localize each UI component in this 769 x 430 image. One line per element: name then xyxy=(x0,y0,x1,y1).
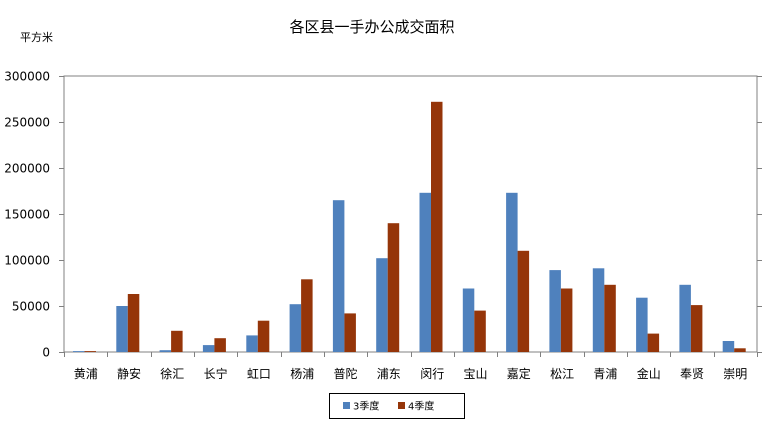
bar-series-2 xyxy=(647,333,660,352)
bar-series-2 xyxy=(517,250,530,352)
bar-series-2 xyxy=(257,320,270,352)
chart-title: 各区县一手办公成交面积 xyxy=(289,18,454,36)
bar-series-1 xyxy=(592,268,605,352)
bar-series-1 xyxy=(419,192,431,352)
y-tick-label: 150000 xyxy=(4,208,50,222)
bar-series-2 xyxy=(474,310,486,352)
bar-series-1 xyxy=(636,297,648,352)
bar-series-1 xyxy=(332,200,345,352)
y-tick-label: 250000 xyxy=(4,116,50,130)
x-tick-label: 静安 xyxy=(117,366,141,381)
y-tick-label: 200000 xyxy=(4,162,50,176)
legend-entry: 3季度 xyxy=(353,400,379,413)
y-tick-label: 50000 xyxy=(12,300,50,314)
bar-series-2 xyxy=(84,351,96,352)
legend-swatch xyxy=(398,402,405,409)
x-tick-label: 奉贤 xyxy=(680,367,704,381)
y-axis-unit-label: 平方米 xyxy=(20,30,53,44)
x-tick-label: 徐汇 xyxy=(160,366,184,381)
y-tick-label: 100000 xyxy=(4,254,50,268)
axes xyxy=(59,75,762,357)
bar-series-1 xyxy=(289,304,302,352)
bar-series-2 xyxy=(734,348,746,352)
bar-series-2 xyxy=(344,313,356,352)
y-tick-label: 300000 xyxy=(4,70,50,84)
x-tick-label: 黄浦 xyxy=(74,367,98,381)
bar-series-1 xyxy=(73,351,85,352)
bar-series-2 xyxy=(127,294,140,352)
bar-series-2 xyxy=(431,101,443,352)
legend-entry: 4季度 xyxy=(408,400,434,413)
plot-area-frame xyxy=(63,75,758,353)
bar-series-1 xyxy=(376,258,388,352)
x-tick-label: 金山 xyxy=(637,366,661,381)
bar-series-1 xyxy=(549,270,561,352)
x-tick-label: 嘉定 xyxy=(507,366,531,381)
legend: 3季度 4季度 xyxy=(329,393,465,419)
bar-series-1 xyxy=(722,341,735,352)
bar-series-2 xyxy=(690,305,703,352)
bar-series-1 xyxy=(116,306,128,352)
bar-series-1 xyxy=(462,288,475,352)
bar-series-2 xyxy=(604,284,616,352)
x-tick-label: 闵行 xyxy=(420,366,444,381)
bar-series-2 xyxy=(301,279,313,352)
x-tick-label: 青浦 xyxy=(593,367,617,381)
bars xyxy=(73,101,746,352)
bar-series-2 xyxy=(171,330,183,352)
bar-series-2 xyxy=(387,223,400,352)
x-tick-label: 长宁 xyxy=(204,366,228,381)
bar-series-2 xyxy=(560,288,573,352)
bar-series-1 xyxy=(246,335,258,352)
bar-series-1 xyxy=(679,284,691,352)
x-tick-label: 浦东 xyxy=(377,367,401,381)
y-tick-label: 0 xyxy=(42,346,50,360)
x-tick-label: 杨浦 xyxy=(290,366,314,381)
tick-labels: 0 50000 100000 150000 200000 250000 300000 黄浦 静安… xyxy=(4,70,747,382)
bar-series-1 xyxy=(506,192,518,352)
x-tick-label: 普陀 xyxy=(333,366,357,381)
legend-box xyxy=(329,393,465,419)
legend-swatch xyxy=(343,402,350,409)
bar-series-1 xyxy=(159,350,172,352)
x-tick-label: 松江 xyxy=(550,367,574,381)
x-tick-label: 宝山 xyxy=(463,367,487,381)
bar-series-2 xyxy=(214,338,226,352)
x-tick-label: 崇明 xyxy=(723,367,747,381)
bar-series-1 xyxy=(202,345,215,352)
x-tick-label: 虹口 xyxy=(247,367,271,381)
